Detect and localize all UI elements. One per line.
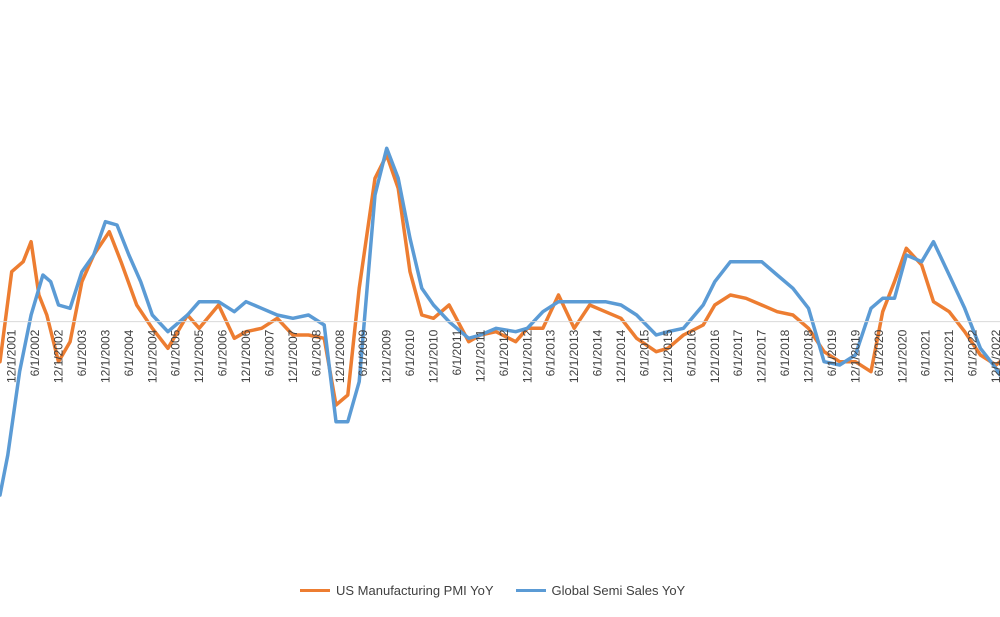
x-tick-label: 6/1/2020: [872, 329, 886, 376]
x-tick-label: 12/1/2021: [942, 329, 956, 383]
legend-item-semi: Global Semi Sales YoY: [515, 583, 686, 598]
x-tick-label: 12/1/2020: [895, 329, 909, 383]
legend-swatch-pmi: [300, 589, 330, 592]
x-axis-tick-labels: 12/1/2001 6/1/2002 12/1/2002 6/1/2003 12/1/2…: [5, 329, 1000, 383]
x-tick-label: 6/1/2008: [309, 329, 323, 376]
x-tick-label: 12/1/2001: [5, 329, 19, 383]
x-tick-label: 6/1/2005: [169, 329, 183, 376]
chart-legend: US Manufacturing PMI YoY Global Semi Sal…: [300, 583, 707, 598]
x-tick-label: 6/1/2021: [919, 329, 933, 376]
x-tick-label: 6/1/2022: [966, 329, 980, 376]
x-tick-label: 6/1/2017: [731, 329, 745, 376]
x-tick-label: 6/1/2009: [356, 329, 370, 376]
x-tick-label: 12/1/2012: [520, 329, 534, 383]
x-tick-label: 12/1/2013: [567, 329, 581, 383]
x-tick-label: 6/1/2003: [75, 329, 89, 376]
x-tick-label: 6/1/2019: [825, 329, 839, 376]
legend-item-pmi: US Manufacturing PMI YoY: [300, 583, 494, 598]
x-tick-label: 6/1/2004: [122, 329, 136, 376]
legend-label-semi: Global Semi Sales YoY: [551, 583, 686, 598]
x-tick-label: 6/1/2012: [497, 329, 511, 376]
x-tick-label: 6/1/2014: [591, 329, 605, 376]
x-tick-label: 12/1/2003: [98, 329, 112, 383]
x-tick-label: 12/1/2014: [614, 329, 628, 383]
x-tick-label: 12/1/2006: [239, 329, 253, 383]
x-tick-label: 12/1/2008: [333, 329, 347, 383]
legend-swatch-semi: [515, 589, 546, 592]
legend-label-pmi: US Manufacturing PMI YoY: [336, 583, 494, 598]
x-tick-label: 6/1/2011: [450, 329, 464, 375]
x-tick-label: 6/1/2018: [778, 329, 792, 376]
x-tick-label: 12/1/2009: [380, 329, 394, 383]
x-tick-label: 12/1/2007: [286, 329, 300, 383]
x-tick-label: 12/1/2018: [802, 329, 816, 383]
x-tick-label: 6/1/2016: [684, 329, 698, 376]
x-tick-label: 12/1/2016: [708, 329, 722, 383]
x-tick-label: 6/1/2013: [544, 329, 558, 376]
x-tick-label: 12/1/2002: [52, 329, 66, 383]
plot-lines: [0, 146, 1000, 497]
x-tick-label: 12/1/2019: [848, 329, 862, 383]
x-tick-label: 6/1/2007: [262, 329, 276, 376]
x-tick-label: 12/1/2005: [192, 329, 206, 383]
series-line-semi: [0, 146, 1000, 497]
x-tick-label: 12/1/2010: [427, 329, 441, 383]
x-tick-label: 12/1/2004: [145, 329, 159, 383]
x-tick-label: 6/1/2006: [216, 329, 230, 376]
x-tick-label: 12/1/2015: [661, 329, 675, 383]
x-tick-label: 12/1/2022: [989, 329, 1000, 383]
x-tick-label: 6/1/2010: [403, 329, 417, 376]
x-tick-label: 6/1/2015: [637, 329, 651, 376]
x-tick-label: 12/1/2011: [473, 329, 487, 382]
x-tick-label: 6/1/2002: [28, 329, 42, 376]
x-tick-label: 12/1/2017: [755, 329, 769, 383]
